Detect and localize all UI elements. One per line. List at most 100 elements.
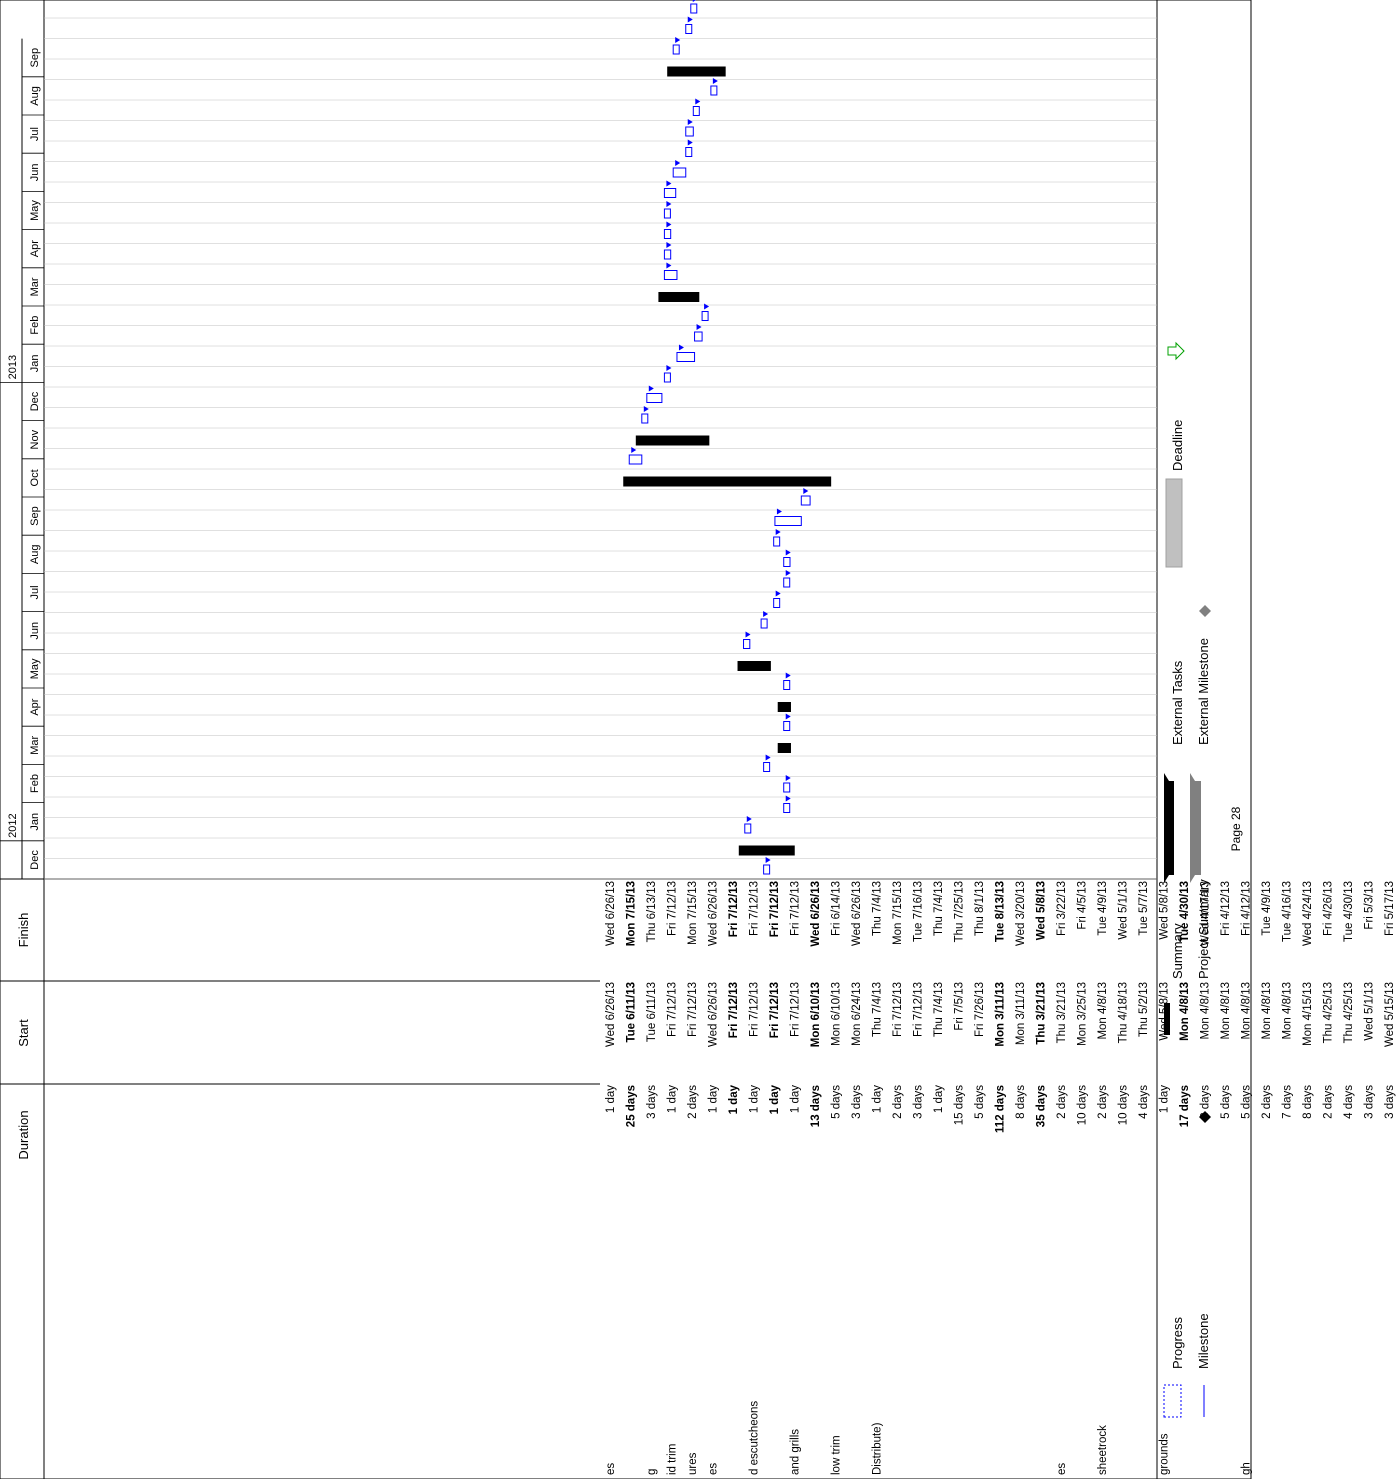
task-start: Mon 4/8/13 [1220,982,1232,1040]
task-start: Mon 3/25/13 [1077,982,1089,1046]
table-row: es 2 days Thu 3/21/13 Fri 3/22/13 [44,427,1157,1475]
month-label: Jul [29,585,41,599]
task-duration: 2 days [892,1085,904,1119]
task-finish: Wed 3/20/13 [1015,881,1027,946]
month-label: Nov [29,429,41,449]
task-finish: Fri 7/12/13 [728,881,740,937]
task-finish: Fri 4/26/13 [1323,881,1335,936]
task-finish: Fri 7/12/13 [667,881,679,936]
task-duration: 4 days [1343,1085,1355,1119]
link-arrow [785,570,791,576]
month-label: Sep [29,506,41,526]
summary-bar [777,702,791,712]
task-table: es 1 day Wed 6/26/13 Wed 6/26/13 25 days Tue … [44,0,1397,1475]
task-duration: 1 day [1159,1085,1171,1113]
link-arrow [666,180,672,187]
link-arrow [678,344,684,351]
task-bar [760,618,768,629]
link-arrow [746,816,752,822]
task-start: Fri 7/12/13 [913,982,925,1037]
task-duration: 1 day [667,1085,679,1113]
link-arrow [745,631,751,638]
task-finish: Wed 4/17/13 [1200,881,1212,946]
task-start: Fri 7/26/13 [974,982,986,1037]
table-row: 3 days Fri 7/12/13 Tue 7/16/13 [44,571,1157,1119]
table-row: 112 days Mon 3/11/13 Tue 8/13/13 [44,489,1157,1133]
task-bar [744,823,752,834]
month-label: Feb [29,316,41,335]
task-start: Mon 4/8/13 [1282,982,1294,1040]
legend-external-tasks-swatch [1165,478,1183,568]
task-start: Mon 4/8/13 [1200,982,1212,1040]
task-duration: 15 days [954,1085,966,1126]
task-start: Fri 7/12/13 [749,982,761,1037]
legend-summary-swatch [1164,1003,1170,1035]
month-label: Jan [29,354,41,372]
table-row: 1 day Fri 7/12/13 Fri 7/12/13 [44,714,1157,1114]
link-arrow [692,0,698,2]
task-duration: 1 day [769,1084,781,1114]
link-arrow [696,324,702,330]
task-start: Mon 4/8/13 [1261,982,1273,1040]
task-bar [641,413,649,424]
task-finish: Wed 4/24/13 [1302,881,1314,946]
table-row: 8 days Mon 3/11/13 Wed 3/20/13 [44,468,1157,1119]
legend-project-summary-swatch [1199,1111,1211,1123]
month-label: Mar [29,277,41,296]
year-label: 2013 [7,355,19,379]
task-name: es [708,1463,720,1475]
task-duration: 8 days [1015,1085,1027,1119]
task-duration: 7 days [1282,1085,1294,1119]
task-bar [672,44,680,55]
table-row: 1 day Fri 7/12/13 Fri 7/12/13 [44,755,1157,1114]
task-bar [763,762,771,772]
task-start: Mon 3/11/13 [995,982,1007,1047]
task-bar [783,577,791,588]
link-arrow [712,78,718,84]
table-row: 17 days Mon 4/8/13 Tue 4/30/13 [44,304,1191,1127]
legend-progress-label: Progress [1170,1316,1185,1369]
task-bar [783,557,791,567]
task-start: Mon 3/11/13 [1015,982,1027,1045]
task-duration: 3 days [1384,1085,1396,1119]
summary-bar [738,845,795,856]
table-row: 1 day Thu 7/4/13 Thu 7/4/13 [44,550,1157,1113]
link-arrow [666,242,672,248]
task-duration: 2 days [1056,1085,1068,1119]
task-start: Mon 4/15/13 [1302,982,1314,1046]
page-number: Page 28 [1229,806,1243,851]
task-start: Mon 6/24/13 [851,982,863,1046]
task-finish: Thu 8/1/13 [974,881,986,936]
task-finish: Tue 5/7/13 [1138,881,1150,936]
link-arrow [785,549,791,556]
link-arrow [775,529,781,535]
legend-summary-bar-swatch [1164,773,1174,883]
task-start: Fri 7/5/13 [954,982,966,1031]
task-duration: 25 days [626,1085,638,1127]
task-bar [773,598,781,608]
task-finish: Wed 5/8/13 [1036,881,1048,940]
legend: Progress Milestone Summary Project Summa… [1163,341,1211,1418]
page-frame [0,0,1252,1479]
task-duration: 3 days [851,1085,863,1119]
task-duration: 2 days [687,1085,699,1119]
task-duration: 112 days [995,1085,1007,1133]
task-bar [701,311,709,321]
task-name: d escutcheons [749,1401,761,1475]
task-start: Thu 3/21/13 [1036,982,1048,1045]
task-start: Wed 5/1/13 [1364,982,1376,1041]
legend-project-summary-label: Project Summary [1196,879,1211,979]
task-bar [663,229,672,239]
table-row: 2 days Fri 7/12/13 Mon 7/15/13 [44,591,1157,1119]
task-finish: Tue 4/9/13 [1097,881,1109,936]
task-finish: Fri 5/3/13 [1364,881,1376,930]
task-finish: Fri 4/12/13 [1241,881,1253,936]
task-finish: Tue 4/30/13 [1343,881,1355,942]
link-arrow [687,16,693,23]
link-arrow [776,508,782,515]
task-bar [692,106,700,116]
